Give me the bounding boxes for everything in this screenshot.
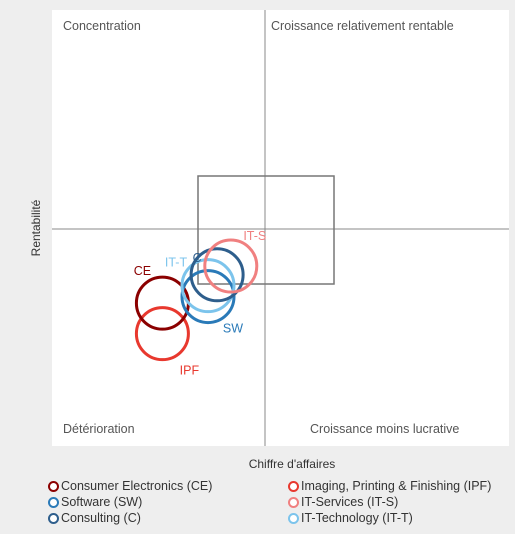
- legend-marker-icon: [288, 480, 299, 492]
- bubble-label-it-s: IT-S: [243, 229, 266, 243]
- bubble-sw: [180, 269, 236, 325]
- quadrant-bottom-right-label: Croissance moins lucrative: [310, 422, 459, 436]
- legend-marker-icon: [288, 512, 299, 524]
- legend-label: Consulting (C): [61, 511, 141, 525]
- legend-label: Consumer Electronics (CE): [61, 479, 213, 493]
- bubble-label-it-t: IT-T: [165, 256, 188, 270]
- legend-item-c: Consulting (C): [48, 511, 141, 525]
- legend-label: Imaging, Printing & Finishing (IPF): [301, 479, 492, 493]
- bubble-label-ipf: IPF: [180, 364, 200, 378]
- y-axis-label: Rentabilité: [29, 199, 43, 256]
- legend-marker-icon: [48, 480, 59, 492]
- legend-label: IT-Technology (IT-T): [301, 511, 413, 525]
- legend-item-ce: Consumer Electronics (CE): [48, 479, 212, 493]
- quadrant-bottom-left-label: Détérioration: [63, 422, 135, 436]
- legend-label: Software (SW): [61, 495, 143, 509]
- legend-item-it-t: IT-Technology (IT-T): [288, 511, 413, 525]
- legend-item-it-s: IT-Services (IT-S): [288, 495, 398, 509]
- bubble-c: [189, 247, 245, 303]
- legend-marker-icon: [48, 496, 59, 508]
- legend-label: IT-Services (IT-S): [301, 495, 399, 509]
- target-box: [197, 175, 335, 285]
- bubbles-group: CE IPF SW IT-S C IT-T: [134, 229, 267, 378]
- bubble-label-sw: SW: [223, 322, 243, 336]
- legend-item-ipf: Imaging, Printing & Finishing (IPF): [288, 479, 491, 493]
- quadrant-top-right-label: Croissance relativement rentable: [271, 19, 454, 33]
- bubble-label-ce: CE: [134, 264, 151, 278]
- legend-item-sw: Software (SW): [48, 495, 142, 509]
- bubble-label-c: C: [193, 251, 202, 265]
- plot-area: [52, 10, 509, 446]
- bubble-it-t: [180, 258, 236, 314]
- quadrant-top-left-label: Concentration: [63, 19, 141, 33]
- legend-marker-icon: [48, 512, 59, 524]
- legend-marker-icon: [288, 496, 299, 508]
- chart-plot: Concentration Croissance relativement re…: [29, 10, 509, 471]
- x-axis-label: Chiffre d'affaires: [249, 457, 336, 471]
- bubble-it-s: [203, 238, 259, 294]
- bubble-ipf: [134, 306, 190, 362]
